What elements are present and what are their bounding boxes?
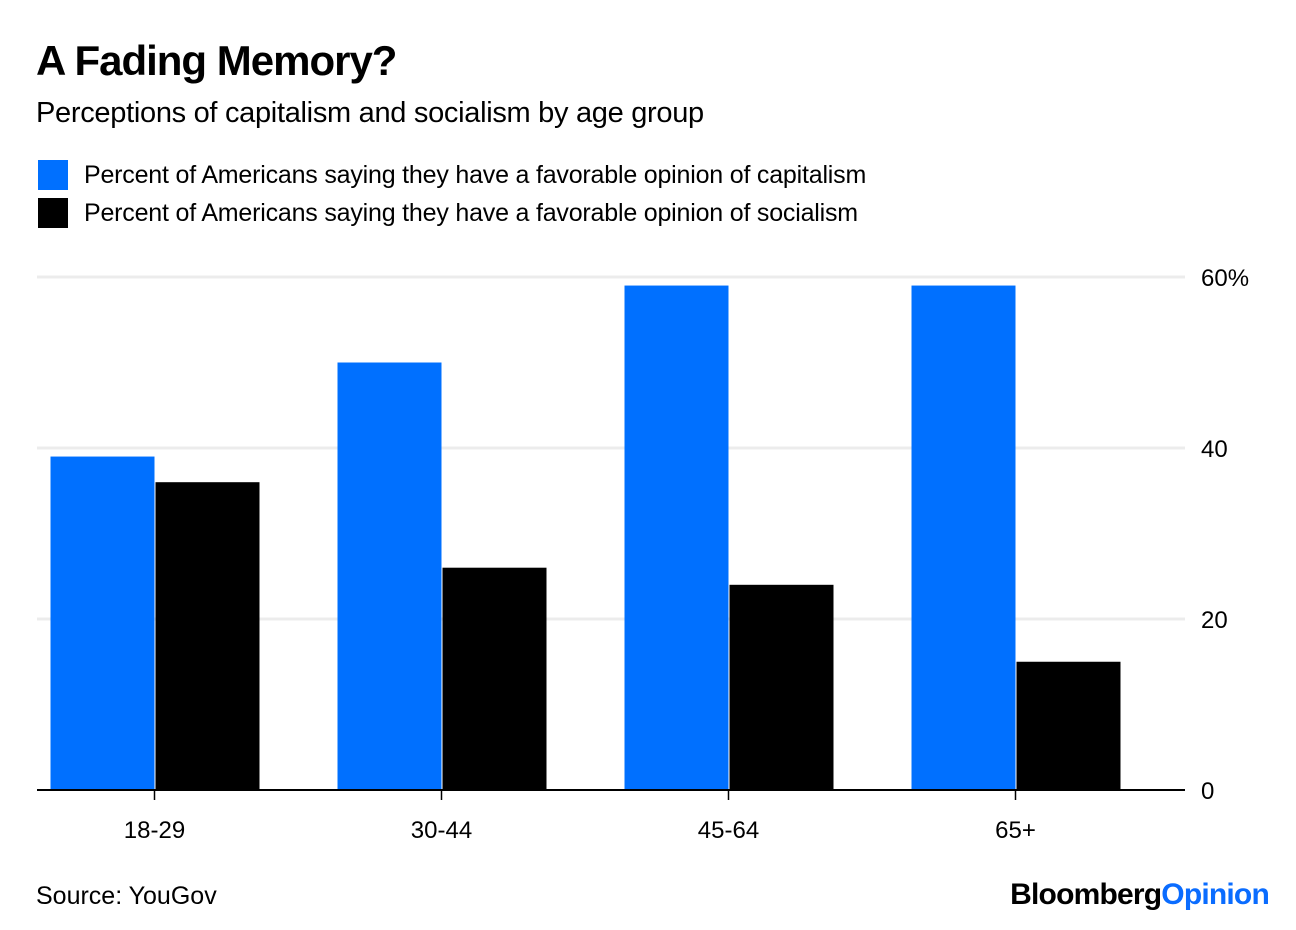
bar-capitalism-30-44 <box>337 362 442 790</box>
y-tick-label-20: 20 <box>1201 607 1228 634</box>
axes: 0 20 40 60% 18-29 30-44 45-64 65+ <box>37 265 1249 844</box>
chart-subtitle: Perceptions of capitalism and socialism … <box>36 97 704 129</box>
brand-logo: BloombergOpinion <box>1010 878 1270 912</box>
chart-title: A Fading Memory? <box>36 37 397 84</box>
y-tick-label-60: 60% <box>1201 265 1249 292</box>
source-note: Source: YouGov <box>36 882 217 910</box>
legend-item-capitalism: Percent of Americans saying they have a … <box>38 156 866 194</box>
bar-socialism-65+ <box>1016 661 1121 790</box>
brand-logo-part2: Opinion <box>1161 878 1270 911</box>
legend-swatch-capitalism <box>38 160 68 190</box>
brand-logo-part1: Bloomberg <box>1010 878 1162 911</box>
y-tick-label-0: 0 <box>1201 778 1214 805</box>
y-tick-label-40: 40 <box>1201 436 1228 463</box>
bar-socialism-30-44 <box>442 567 547 790</box>
bar-capitalism-18-29 <box>50 456 155 790</box>
legend-label-socialism: Percent of Americans saying they have a … <box>84 198 858 227</box>
legend: Percent of Americans saying they have a … <box>38 156 866 232</box>
x-tick-label-65+: 65+ <box>995 817 1036 844</box>
bar-socialism-18-29 <box>155 482 260 790</box>
x-tick-label-45-64: 45-64 <box>698 817 759 844</box>
legend-item-socialism: Percent of Americans saying they have a … <box>38 194 866 232</box>
bar-capitalism-65+ <box>911 285 1016 790</box>
x-tick-label-30-44: 30-44 <box>411 817 472 844</box>
legend-swatch-socialism <box>38 198 68 228</box>
legend-label-capitalism: Percent of Americans saying they have a … <box>84 160 867 189</box>
bar-capitalism-45-64 <box>624 285 729 790</box>
bar-socialism-45-64 <box>729 584 834 790</box>
bars <box>50 285 1121 790</box>
x-tick-label-18-29: 18-29 <box>124 817 185 844</box>
